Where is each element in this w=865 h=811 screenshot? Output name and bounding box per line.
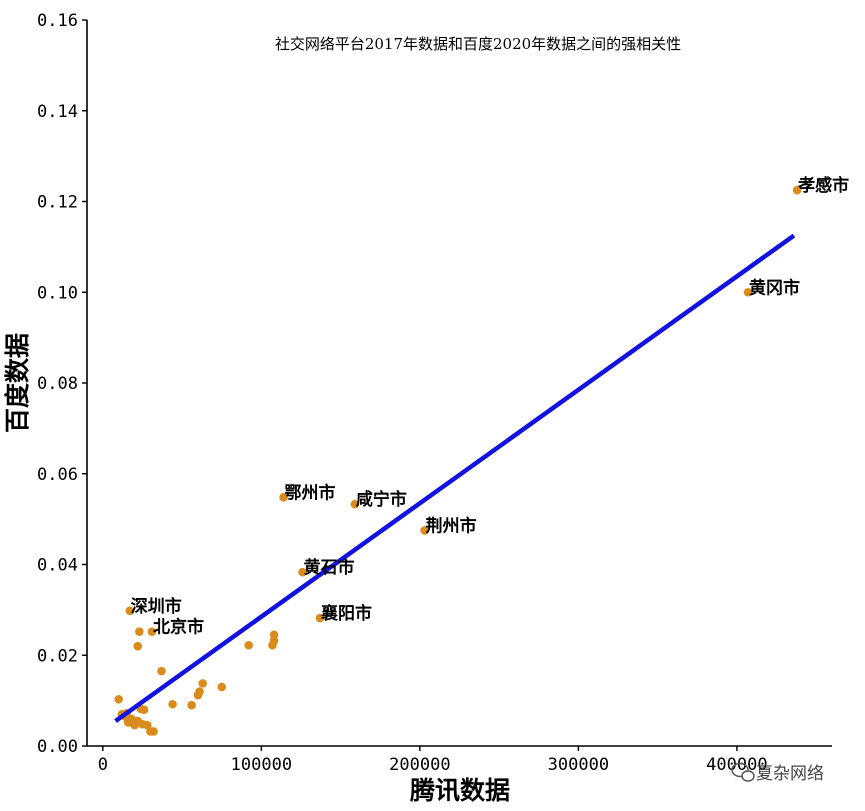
data-point [133, 641, 143, 651]
regression-line [114, 233, 796, 723]
wechat-bubble-icon [731, 762, 755, 782]
x-tick-label: 200000 [389, 755, 450, 775]
data-point [142, 720, 152, 730]
watermark: 夏杂网络 [731, 762, 824, 784]
city-label: 黄石市 [304, 557, 355, 578]
data-point [125, 606, 135, 616]
y-tick-label: 0.14 [37, 102, 78, 122]
city-label: 鄂州市 [285, 482, 336, 503]
chart-title: 社交网络平台2017年数据和百度2020年数据之间的强相关性 [275, 35, 681, 53]
x-tick-label: 400000 [706, 755, 767, 775]
data-point [149, 727, 158, 736]
data-point [792, 185, 802, 195]
scatter-points [114, 185, 802, 736]
data-point [217, 682, 227, 692]
regression-line-group [114, 233, 796, 723]
y-tick-label: 0.06 [37, 465, 78, 485]
x-tick-label: 0 [98, 755, 108, 775]
data-point [743, 287, 753, 297]
y-tick-label: 0.12 [37, 193, 78, 213]
y-axis-label: 百度数据 [3, 333, 32, 433]
data-point [195, 687, 204, 696]
city-label: 北京市 [153, 617, 204, 638]
x-ticks: 0 100000 200000 300000 400000 [98, 746, 768, 775]
y-tick-label: 0.02 [37, 646, 78, 666]
data-point [269, 636, 279, 646]
city-label: 深圳市 [131, 596, 182, 617]
data-point [279, 493, 288, 502]
data-point [315, 613, 325, 623]
x-axis-label: 腾讯数据 [410, 776, 510, 805]
y-tick-label: 0.04 [37, 556, 78, 576]
data-point [298, 567, 307, 577]
y-tick-label: 0.08 [37, 374, 78, 394]
city-label: 咸宁市 [356, 489, 407, 510]
x-tick-label: 100000 [231, 755, 292, 775]
city-label: 荆州市 [426, 515, 477, 536]
city-label: 襄阳市 [320, 603, 372, 624]
y-tick-label: 0.00 [37, 737, 78, 757]
city-label: 孝感市 [798, 175, 849, 196]
x-tick-label: 300000 [548, 755, 609, 775]
data-point [187, 700, 196, 710]
data-point [269, 630, 279, 640]
city-label: 黄冈市 [749, 277, 800, 298]
data-point [157, 666, 166, 676]
y-tick-label: 0.16 [37, 11, 78, 31]
y-tick-label: 0.10 [37, 283, 78, 303]
watermark-text: 夏杂网络 [756, 764, 824, 784]
y-ticks: 0.00 0.02 0.04 0.06 0.08 0.10 0.12 0.14 0.16 [37, 11, 87, 757]
data-point [168, 699, 177, 709]
data-point [420, 526, 429, 535]
data-point [244, 640, 253, 650]
data-point [147, 627, 157, 636]
data-point [114, 694, 124, 704]
data-point [139, 705, 149, 714]
data-point [135, 627, 144, 636]
data-point [198, 679, 208, 688]
data-point [350, 499, 360, 509]
